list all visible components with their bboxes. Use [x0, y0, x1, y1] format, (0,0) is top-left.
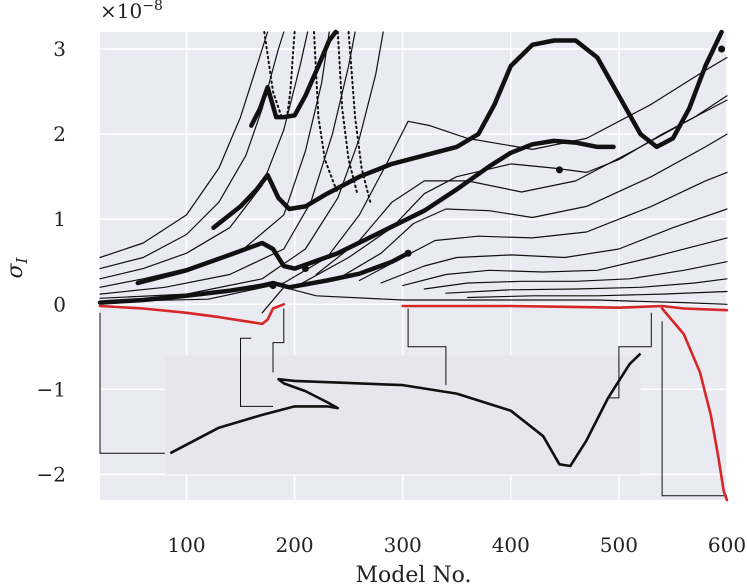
series-line-21: [98, 303, 286, 326]
connector-0: [99, 312, 165, 454]
connector-5: [661, 321, 727, 497]
marker-0: [269, 282, 277, 290]
marker-1: [301, 265, 309, 273]
series-line-19: [135, 138, 616, 286]
series-line-5: [99, 31, 384, 299]
y-tick-label-0: −2: [37, 462, 66, 486]
series-line-14: [467, 290, 728, 299]
multiplier-exponent: −8: [142, 0, 163, 14]
x-tick-labels: 100 200 300 400 500 600: [167, 533, 746, 557]
y-tick-label-3: 1: [53, 207, 66, 231]
series-line-1: [99, 31, 285, 270]
inset-panel: [164, 355, 641, 475]
x-tick-label-3: 400: [492, 533, 530, 557]
marker-3: [555, 166, 563, 174]
dotted-series-3: [336, 31, 359, 195]
series-line-11: [402, 237, 728, 287]
y-tick-label-4: 2: [53, 122, 66, 146]
series-line-2: [99, 31, 309, 280]
series-line-16: [294, 99, 728, 288]
series-line-22: [401, 304, 729, 312]
dotted-series-4: [347, 31, 372, 204]
y-tick-label-5: 3: [53, 37, 66, 61]
y-axis-label: σI: [3, 256, 31, 278]
series-line-17: [249, 29, 338, 128]
series-line-13: [445, 278, 728, 294]
series-line-7: [315, 95, 728, 276]
dotted-series-1: [286, 31, 296, 119]
series-line-23: [660, 307, 729, 502]
connector-1: [240, 337, 273, 407]
dotted-series-0: [263, 31, 283, 119]
series-line-9: [358, 171, 728, 282]
x-tick-label-5: 600: [708, 533, 746, 557]
y-axis-subscript: I: [13, 256, 31, 264]
marker-2: [404, 249, 412, 257]
series-line-15: [261, 286, 728, 314]
x-tick-label-4: 500: [600, 533, 638, 557]
series-line-0: [99, 31, 269, 259]
y-tick-label-1: −1: [37, 377, 66, 401]
x-tick-label-0: 100: [167, 533, 205, 557]
y-tick-labels: −2 −1 0 1 2 3: [37, 37, 66, 486]
x-axis-label: Model No.: [355, 563, 471, 586]
x-tick-label-1: 200: [275, 533, 313, 557]
inset-curve-group: [169, 352, 642, 468]
marker-4: [718, 45, 726, 53]
multiplier-label: ×10−8: [100, 0, 163, 23]
series-line-3: [99, 31, 330, 288]
multiplier-base: ×10: [100, 0, 142, 23]
y-tick-label-2: 0: [53, 292, 66, 316]
dotted-series-2: [313, 31, 339, 195]
y-axis-symbol: σ: [3, 262, 28, 278]
connector-2: [272, 308, 285, 373]
series-group: [97, 29, 729, 502]
inset-connectors: [99, 308, 727, 497]
x-tick-label-2: 300: [384, 533, 422, 557]
series-line-6: [99, 56, 728, 303]
inset-curve: [169, 352, 642, 468]
series-line-8: [337, 133, 728, 280]
series-line-4: [99, 31, 356, 295]
series-line-12: [423, 261, 728, 290]
connector-3: [407, 308, 447, 386]
connector-4: [608, 312, 652, 399]
marker-group: [269, 45, 726, 290]
series-line-18: [211, 29, 724, 230]
series-line-10: [380, 208, 728, 284]
